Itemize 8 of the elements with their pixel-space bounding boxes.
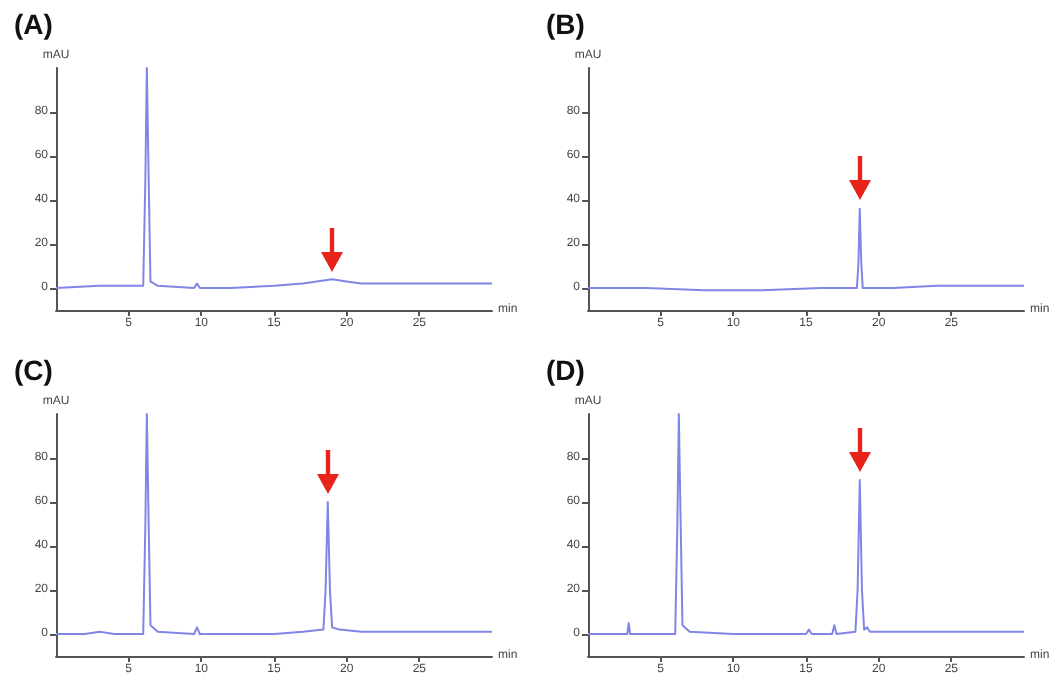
chart-title: (C) — [14, 354, 53, 386]
line-series — [55, 67, 493, 289]
chart-title: (B) — [546, 8, 585, 40]
chart-title: (D) — [546, 354, 585, 386]
line-series — [587, 413, 1025, 635]
chart-title: (A) — [14, 8, 53, 40]
line-series — [587, 207, 1025, 292]
line-series — [55, 413, 493, 635]
